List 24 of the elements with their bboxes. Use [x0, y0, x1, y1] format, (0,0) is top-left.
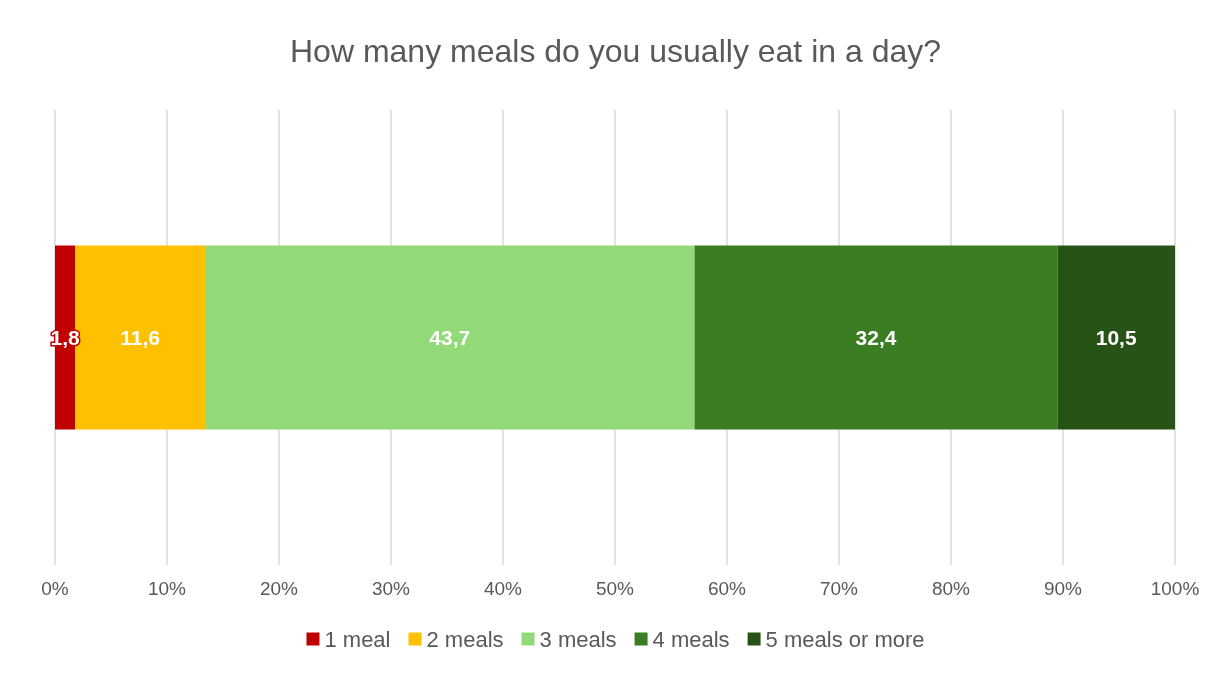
- x-tick-label: 60%: [707, 578, 747, 599]
- x-tick-label: 20%: [259, 578, 299, 599]
- x-tick-label: 0%: [41, 578, 69, 599]
- x-tick-label: 70%: [819, 578, 859, 599]
- data-label: 32,4: [855, 326, 897, 349]
- chart-title: How many meals do you usually eat in a day?: [289, 33, 942, 69]
- bar: [1057, 245, 1175, 430]
- x-tick-label: 10%: [147, 578, 187, 599]
- legend-label: 2 meals: [426, 626, 504, 652]
- data-label: 11,6: [120, 326, 160, 349]
- x-tick-label: 100%: [1150, 578, 1200, 599]
- legend-label: 1 meal: [324, 626, 391, 652]
- x-tick-label: 40%: [483, 578, 523, 599]
- bar: [694, 245, 1058, 430]
- data-label: 43,7: [429, 326, 471, 349]
- legend-label: 4 meals: [652, 626, 730, 652]
- bar: [205, 245, 695, 430]
- x-tick-label: 30%: [371, 578, 411, 599]
- x-tick-label: 80%: [931, 578, 971, 599]
- x-tick-label: 90%: [1043, 578, 1083, 599]
- data-label: 10,5: [1095, 326, 1137, 349]
- legend-label: 5 meals or more: [765, 626, 925, 652]
- x-tick-label: 50%: [595, 578, 635, 599]
- legend-label: 3 meals: [539, 626, 617, 652]
